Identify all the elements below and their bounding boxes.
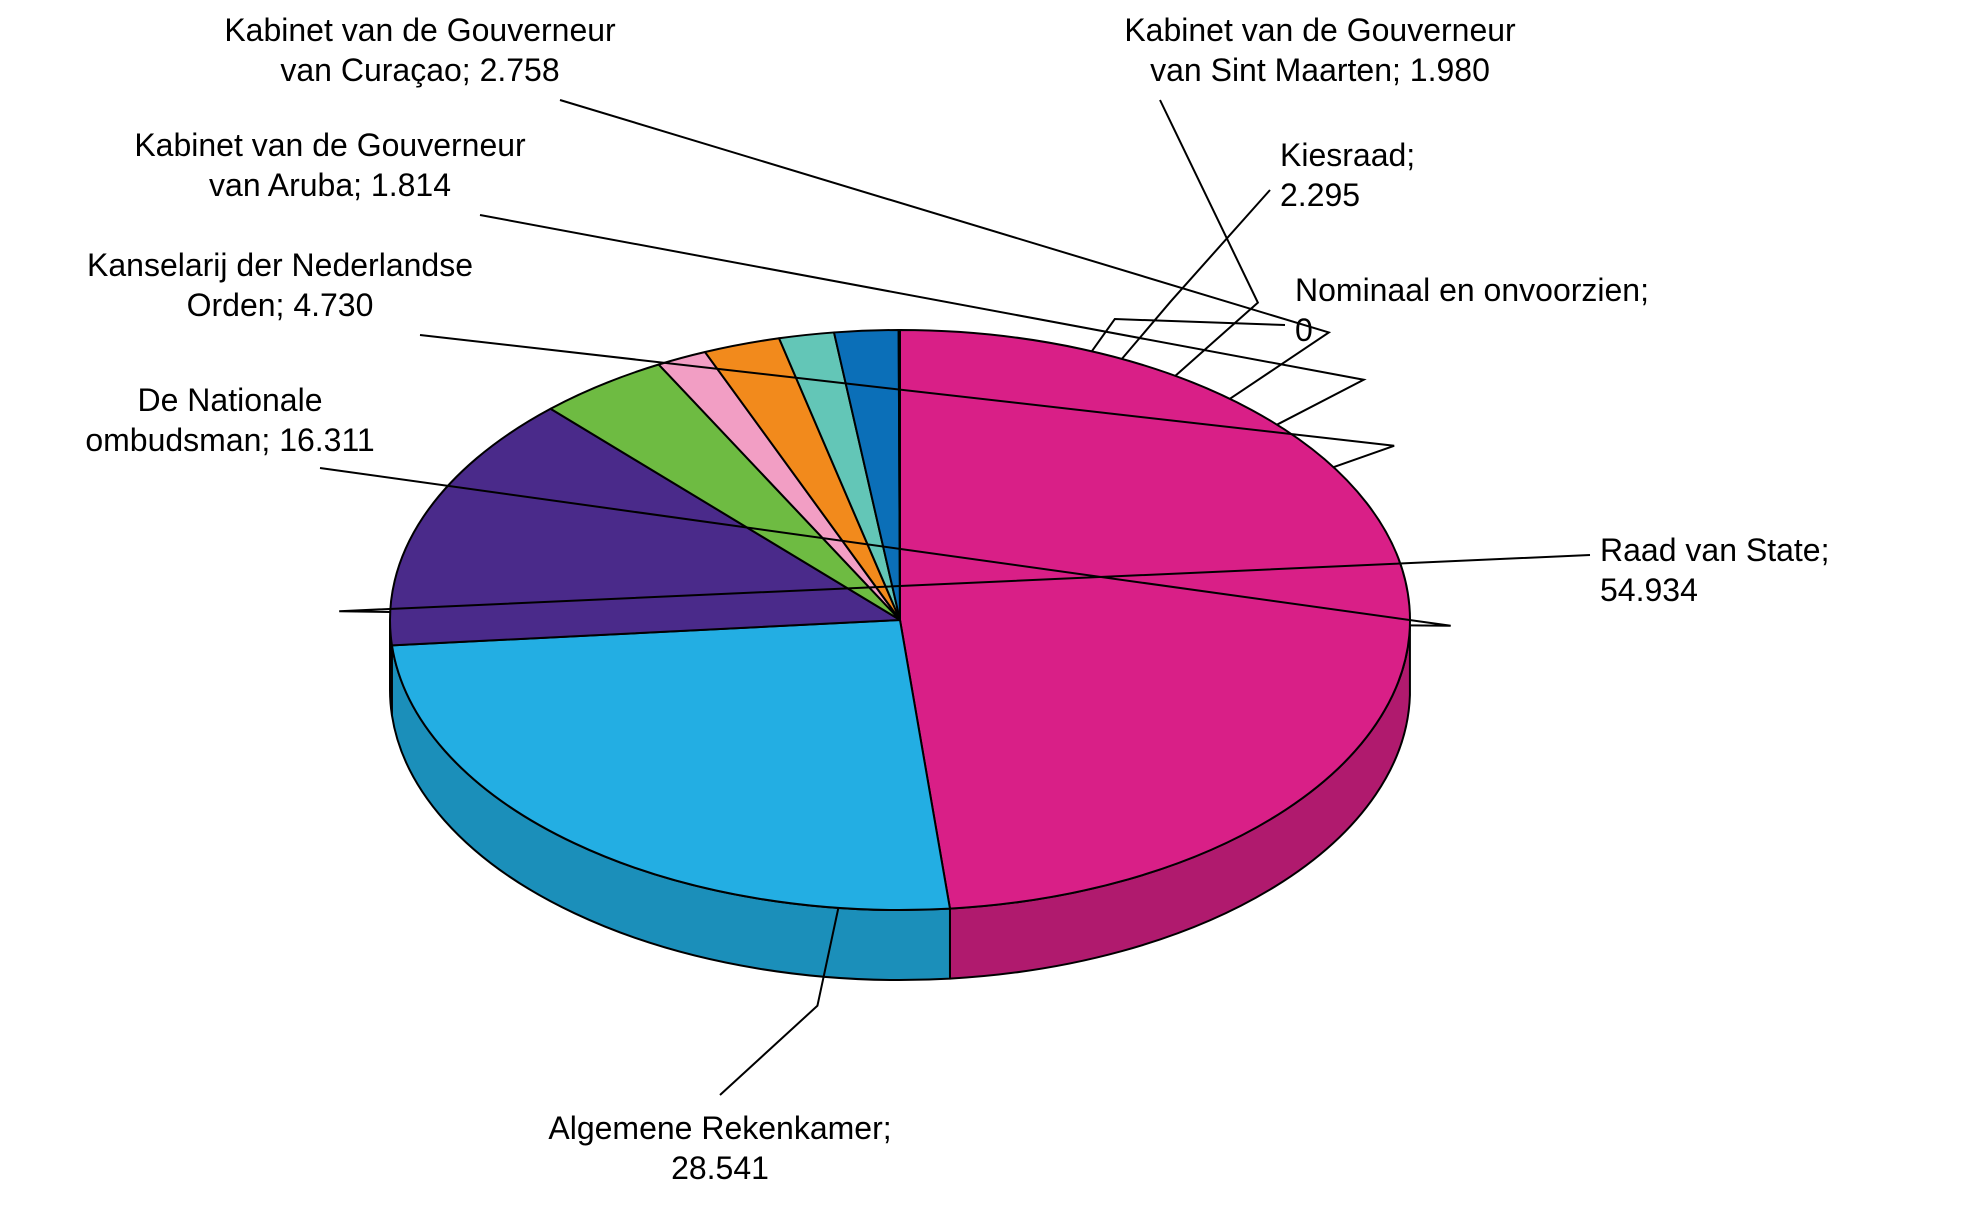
chart-label-line: 54.934 <box>1600 570 1960 610</box>
chart-label: Kanselarij der NederlandseOrden; 4.730 <box>20 245 540 325</box>
pie-chart: Kabinet van de Gouverneurvan Curaçao; 2.… <box>0 0 1975 1205</box>
chart-label-line: Kabinet van de Gouverneur <box>160 10 680 50</box>
chart-label: Kabinet van de Gouverneurvan Curaçao; 2.… <box>160 10 680 90</box>
chart-label: Raad van State;54.934 <box>1600 530 1960 610</box>
leader-line <box>1160 100 1258 376</box>
pie-slice <box>392 620 950 910</box>
chart-label-line: 2.295 <box>1280 175 1580 215</box>
chart-label-line: van Curaçao; 2.758 <box>160 50 680 90</box>
chart-label: Kabinet van de Gouverneurvan Aruba; 1.81… <box>70 125 590 205</box>
chart-label: Nominaal en onvoorzien;0 <box>1295 270 1775 350</box>
chart-label: Kiesraad;2.295 <box>1280 135 1580 215</box>
chart-label: De Nationaleombudsman; 16.311 <box>40 380 420 460</box>
chart-label-line: 28.541 <box>490 1148 950 1188</box>
chart-label-line: 0 <box>1295 310 1775 350</box>
chart-label-line: Orden; 4.730 <box>20 285 540 325</box>
chart-label-line: Kanselarij der Nederlandse <box>20 245 540 285</box>
chart-label-line: Kabinet van de Gouverneur <box>1060 10 1580 50</box>
chart-label-line: De Nationale <box>40 380 420 420</box>
chart-label-line: Kiesraad; <box>1280 135 1580 175</box>
chart-label: Algemene Rekenkamer;28.541 <box>490 1108 950 1188</box>
leader-line <box>1122 190 1270 359</box>
chart-label: Kabinet van de Gouverneurvan Sint Maarte… <box>1060 10 1580 90</box>
pie-slice <box>899 330 900 620</box>
chart-label-line: Raad van State; <box>1600 530 1960 570</box>
chart-label-line: Kabinet van de Gouverneur <box>70 125 590 165</box>
chart-label-line: Nominaal en onvoorzien; <box>1295 270 1775 310</box>
chart-label-line: ombudsman; 16.311 <box>40 420 420 460</box>
chart-label-line: van Aruba; 1.814 <box>70 165 590 205</box>
chart-label-line: Algemene Rekenkamer; <box>490 1108 950 1148</box>
chart-label-line: van Sint Maarten; 1.980 <box>1060 50 1580 90</box>
